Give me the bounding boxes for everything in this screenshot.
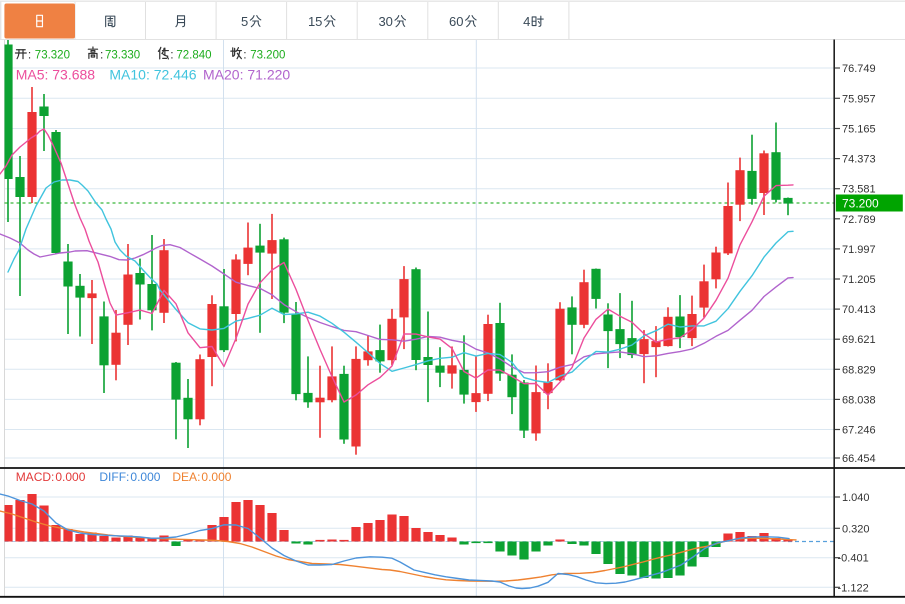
svg-text::: :	[170, 48, 173, 62]
svg-text:73.200: 73.200	[250, 50, 285, 62]
svg-text:71.205: 71.205	[842, 274, 876, 286]
svg-text:71.997: 71.997	[842, 244, 876, 256]
svg-text:72.840: 72.840	[176, 50, 211, 62]
svg-text:DEA:0.000: DEA:0.000	[172, 470, 231, 484]
svg-text:73.330: 73.330	[105, 50, 140, 62]
svg-text:76.749: 76.749	[842, 63, 876, 75]
svg-text::: :	[243, 48, 246, 62]
svg-text:72.789: 72.789	[842, 214, 876, 226]
svg-text:60: 60	[449, 14, 463, 29]
svg-text:MA5: 73.688: MA5: 73.688	[16, 67, 96, 83]
svg-text:30: 30	[378, 14, 392, 29]
svg-text::: :	[100, 48, 103, 62]
svg-text:MA20: 71.220: MA20: 71.220	[203, 67, 290, 83]
svg-text:-1.122: -1.122	[838, 582, 869, 594]
svg-text:73.581: 73.581	[842, 184, 876, 196]
svg-text:DIFF:0.000: DIFF:0.000	[99, 470, 160, 484]
svg-text:68.829: 68.829	[842, 364, 876, 376]
svg-text:15: 15	[308, 14, 322, 29]
svg-text:75.957: 75.957	[842, 93, 876, 105]
svg-text:MA10: 72.446: MA10: 72.446	[109, 67, 196, 83]
svg-text:73.320: 73.320	[35, 50, 70, 62]
svg-text:4: 4	[523, 14, 530, 29]
svg-text:5: 5	[241, 14, 248, 29]
svg-text:73.200: 73.200	[842, 197, 879, 211]
svg-text:69.621: 69.621	[842, 334, 876, 346]
svg-text:1.040: 1.040	[842, 492, 870, 504]
svg-text:75.165: 75.165	[842, 124, 876, 136]
svg-text:67.246: 67.246	[842, 425, 876, 437]
svg-text:MACD:0.000: MACD:0.000	[16, 470, 86, 484]
svg-text:-0.401: -0.401	[838, 553, 869, 565]
svg-text:74.373: 74.373	[842, 154, 876, 166]
svg-text:0.320: 0.320	[842, 523, 870, 535]
svg-text::: :	[28, 48, 31, 62]
svg-text:66.454: 66.454	[842, 453, 876, 465]
svg-text:70.413: 70.413	[842, 304, 876, 316]
svg-text:68.038: 68.038	[842, 394, 876, 406]
